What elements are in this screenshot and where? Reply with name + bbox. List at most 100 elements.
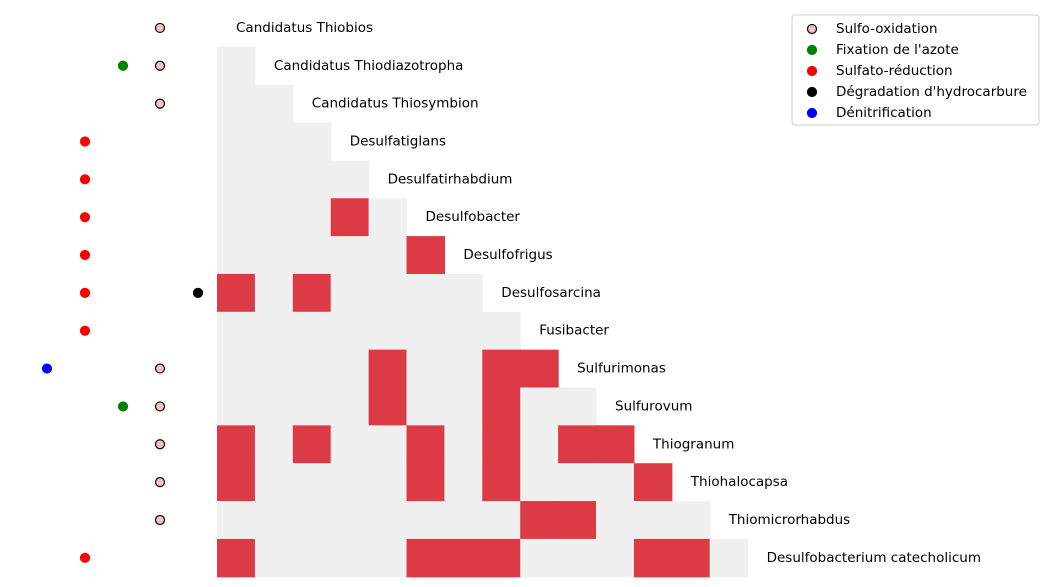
heatmap-cell	[596, 538, 635, 578]
heatmap-cell	[482, 463, 521, 502]
heatmap-cell	[406, 538, 445, 578]
trait-marker	[79, 212, 91, 223]
heatmap-cell	[406, 273, 445, 313]
heatmap-cell	[444, 538, 483, 578]
heatmap-cell	[368, 273, 408, 313]
heatmap-cell	[254, 501, 294, 540]
heatmap-cells	[217, 46, 749, 578]
heatmap-cell	[217, 463, 256, 502]
heatmap-cell	[520, 425, 559, 464]
heatmap-cell	[292, 349, 332, 389]
heatmap-cell	[292, 273, 332, 313]
legend-marker	[806, 23, 818, 35]
row-label: Thiomicrorhabdus	[728, 512, 851, 528]
heatmap-cell	[217, 311, 256, 351]
heatmap-cell	[330, 311, 370, 351]
heatmap-cell	[482, 425, 521, 464]
heatmap-cell	[709, 538, 749, 578]
heatmap-cell	[520, 538, 559, 578]
heatmap-cell	[368, 387, 408, 426]
heatmap-cell	[330, 349, 370, 389]
heatmap-cell	[254, 160, 294, 199]
heatmap-cell	[368, 501, 408, 540]
heatmap-cell	[330, 501, 370, 540]
heatmap-cell	[292, 425, 332, 464]
heatmap-cell	[482, 311, 521, 351]
row-label: Sulfurovum	[615, 398, 692, 414]
heatmap-cell	[520, 387, 559, 426]
heatmap-cell	[444, 425, 483, 464]
trait-marker	[154, 514, 166, 526]
heatmap-cell	[406, 425, 445, 464]
heatmap-cell	[596, 501, 635, 540]
heatmap-cell	[368, 349, 408, 389]
heatmap-cell	[254, 236, 294, 275]
heatmap-cell	[444, 387, 483, 426]
trait-marker	[79, 249, 91, 261]
row-label: Candidatus Thiobios	[236, 20, 373, 36]
row-label: Sulfurimonas	[577, 361, 666, 377]
row-label: Desulfosarcina	[501, 285, 601, 301]
trait-marker	[154, 477, 166, 488]
heatmap-cell	[368, 236, 408, 275]
trait-marker	[117, 401, 129, 412]
row-label: Desulfobacterium catecholicum	[767, 550, 981, 566]
heatmap-cell	[217, 273, 256, 313]
row-label: Thiogranum	[652, 436, 734, 452]
trait-marker	[154, 363, 166, 374]
heatmap-cell	[330, 425, 370, 464]
heatmap-cell	[406, 311, 445, 351]
row-label: Thiohalocapsa	[690, 474, 788, 490]
heatmap-cell	[217, 160, 256, 199]
heatmap-cell	[444, 463, 483, 502]
heatmap-cell	[406, 387, 445, 426]
heatmap-cell	[406, 501, 445, 540]
trait-marker	[41, 363, 53, 374]
heatmap-cell	[633, 538, 673, 578]
heatmap-cell	[292, 311, 332, 351]
heatmap-cell	[217, 84, 256, 124]
legend-box	[791, 14, 1040, 126]
legend-marker	[806, 65, 818, 77]
heatmap-cell	[444, 273, 483, 313]
heatmap-cell	[254, 311, 294, 351]
heatmap-cell	[254, 84, 294, 124]
row-label: Candidatus Thiodiazotropha	[274, 58, 464, 74]
trait-marker	[79, 325, 91, 336]
heatmap-cell	[292, 160, 332, 199]
heatmap-cell	[254, 425, 294, 464]
legend-label: Fixation de l'azote	[836, 42, 959, 58]
heatmap-cell	[633, 463, 673, 502]
legend-label: Sulfo-oxidation	[836, 21, 938, 37]
legend-marker	[806, 86, 818, 98]
heatmap-cell	[520, 349, 559, 389]
heatmap-cell	[254, 387, 294, 426]
heatmap-cell	[292, 122, 332, 161]
trait-marker	[154, 401, 166, 412]
row-label: Candidatus Thiosymbion	[312, 96, 479, 112]
heatmap-cell	[292, 463, 332, 502]
heatmap-cell	[671, 538, 711, 578]
heatmap-cell	[217, 425, 256, 464]
heatmap-cell	[671, 501, 711, 540]
heatmap-cell	[254, 122, 294, 161]
trait-marker	[117, 60, 129, 71]
trait-marker	[79, 287, 91, 298]
heatmap-cell	[217, 236, 256, 275]
trait-marker	[154, 22, 166, 34]
heatmap-cell	[633, 501, 673, 540]
legend: Sulfo-oxidation Fixation de l'azote Sulfat…	[791, 14, 1040, 126]
row-labels: Candidatus Thiobios Candidatus Thiodiazot…	[236, 20, 981, 566]
heatmap-cell	[520, 463, 559, 502]
trait-marker	[154, 60, 166, 71]
heatmap-cell	[217, 46, 256, 86]
heatmap-cell	[520, 501, 559, 540]
legend-label: Sulfato-réduction	[836, 63, 953, 79]
trait-marker	[154, 98, 166, 109]
heatmap-cell	[558, 501, 597, 540]
heatmap-cell	[558, 387, 597, 426]
heatmap-cell	[330, 160, 370, 199]
heatmap-cell	[330, 236, 370, 275]
row-label: Desulfatiglans	[350, 133, 446, 149]
